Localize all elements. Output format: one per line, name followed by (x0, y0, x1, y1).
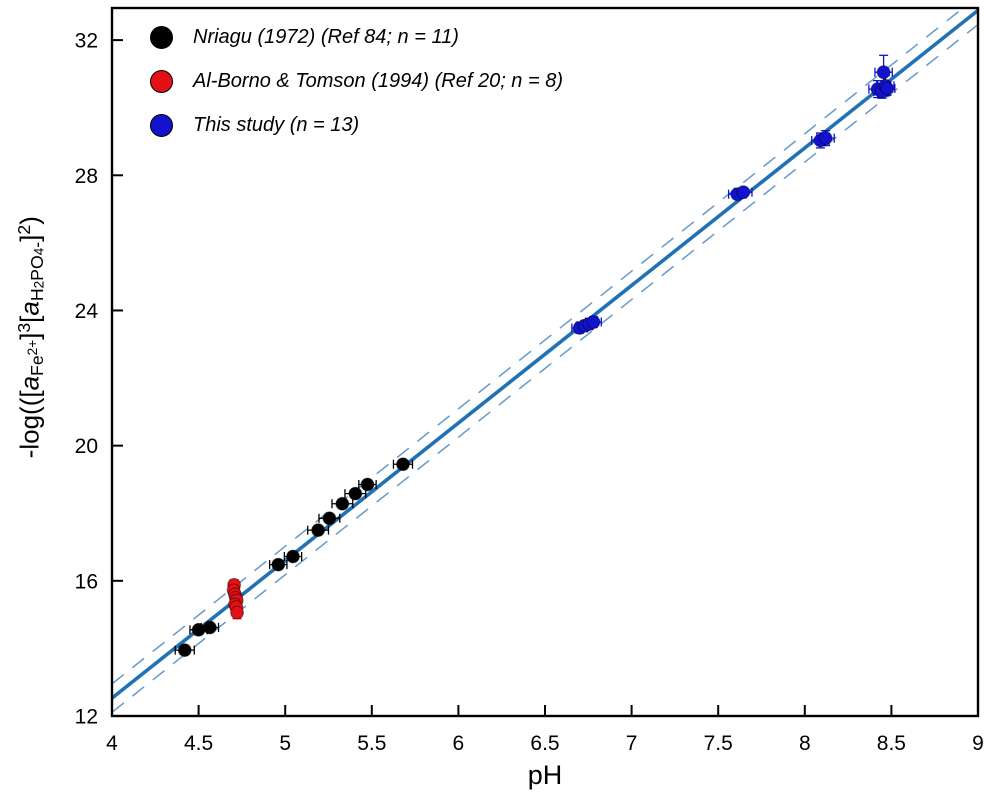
svg-text:28: 28 (75, 165, 98, 188)
legend-item-nriagu: Nriagu (1972) (Ref 84; n = 11) (150, 26, 563, 49)
svg-text:6.5: 6.5 (530, 732, 559, 755)
data-point (736, 185, 751, 200)
svg-text:7.5: 7.5 (704, 732, 733, 755)
svg-text:9: 9 (972, 732, 984, 755)
svg-text:5.5: 5.5 (357, 732, 386, 755)
legend-label-nriagu: Nriagu (1972) (Ref 84; n = 11) (193, 26, 459, 48)
legend-item-this-study: This study (n = 13) (150, 114, 563, 137)
legend-marker-red-icon (150, 70, 173, 93)
svg-text:8.5: 8.5 (877, 732, 906, 755)
svg-text:4: 4 (106, 732, 118, 755)
data-point (396, 457, 410, 472)
svg-text:12: 12 (75, 706, 98, 729)
y-axis-label: -log(([aFe2+]3[aH2PO4-]2) (13, 216, 48, 459)
data-point (177, 643, 192, 658)
data-point (876, 65, 891, 80)
svg-text:16: 16 (75, 570, 98, 593)
legend-marker-black-icon (150, 26, 173, 49)
svg-text:6: 6 (453, 732, 465, 755)
data-point (348, 486, 363, 501)
data-point (191, 622, 206, 637)
data-point (202, 620, 217, 635)
legend-item-alborno: Al-Borno & Tomson (1994) (Ref 20; n = 8) (150, 70, 563, 93)
data-point (311, 523, 326, 538)
svg-text:5: 5 (279, 732, 291, 755)
svg-text:24: 24 (75, 300, 99, 323)
data-point (271, 557, 286, 572)
data-point (335, 496, 350, 511)
legend-marker-blue-icon (150, 114, 173, 137)
svg-text:4.5: 4.5 (184, 732, 213, 755)
data-point (360, 477, 375, 492)
svg-text:20: 20 (75, 435, 98, 458)
svg-text:8: 8 (799, 732, 811, 755)
data-point (286, 549, 300, 564)
legend: Nriagu (1972) (Ref 84; n = 11) Al-Borno … (150, 26, 563, 137)
legend-label-this-study: This study (n = 13) (193, 114, 360, 136)
legend-label-alborno: Al-Borno & Tomson (1994) (Ref 20; n = 8) (193, 70, 563, 92)
data-point (586, 315, 601, 329)
data-point (230, 605, 244, 620)
svg-text:7: 7 (626, 732, 638, 755)
data-point (322, 511, 337, 526)
data-point (818, 131, 833, 146)
data-point (880, 81, 894, 96)
svg-text:32: 32 (75, 30, 98, 53)
x-axis-label: pH (527, 760, 563, 790)
